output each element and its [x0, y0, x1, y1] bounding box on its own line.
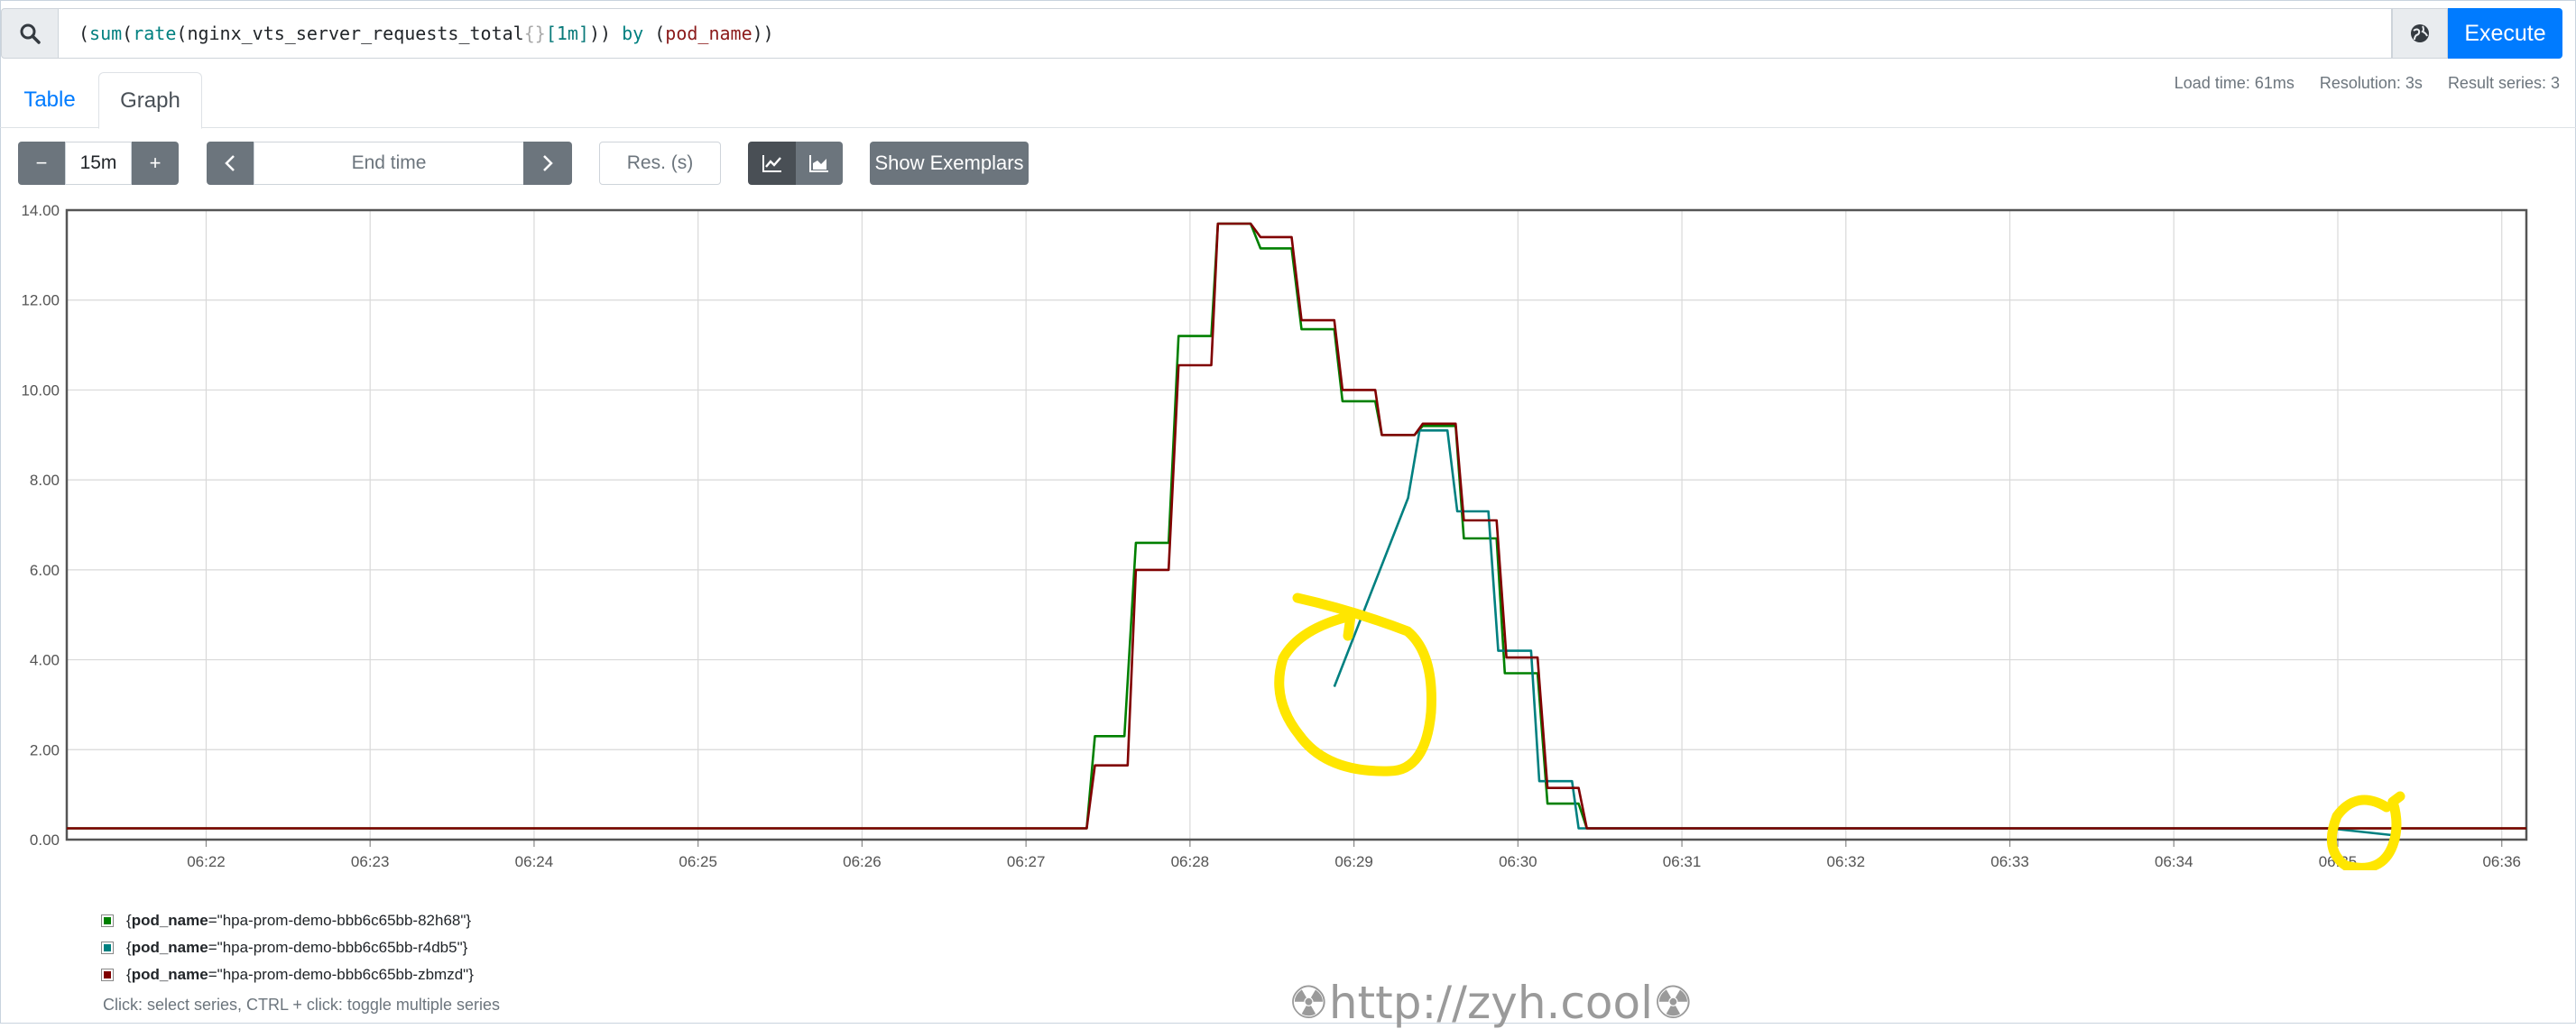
legend: {pod_name="hpa-prom-demo-bbb6c65bb-82h68…	[101, 907, 474, 988]
legend-item[interactable]: {pod_name="hpa-prom-demo-bbb6c65bb-82h68…	[101, 907, 474, 934]
query-token: by	[611, 23, 655, 44]
y-tick-label: 6.00	[30, 562, 60, 579]
x-tick-label: 06:30	[1499, 853, 1537, 870]
query-token: ))	[588, 23, 612, 44]
x-tick-label: 06:34	[2155, 853, 2193, 870]
time-series-chart[interactable]: 0.00 2.00 4.00 6.00 8.00 10.00 12.00 14.00 06:22…	[0, 194, 2576, 870]
graph-area: 0.00 2.00 4.00 6.00 8.00 10.00 12.00 14.00 06:22…	[0, 194, 2576, 870]
chevron-left-icon[interactable]	[207, 142, 254, 185]
query-bar: (sum(rate(nginx_vts_server_requests_tota…	[0, 8, 2576, 59]
series-line-1	[67, 222, 2526, 830]
y-tick-label: 4.00	[30, 652, 60, 669]
panel-tabs: Table Graph	[0, 72, 2576, 129]
execute-button[interactable]: Execute	[2448, 8, 2562, 59]
x-tick-label: 06:28	[1171, 853, 1210, 870]
legend-label-key: pod_name	[131, 912, 208, 929]
watermark: ☢http://zyh.cool☢	[1288, 977, 1694, 1029]
x-tick-label: 06:24	[515, 853, 554, 870]
legend-swatch	[101, 914, 114, 927]
x-tick-label: 06:25	[679, 853, 717, 870]
query-token: (	[176, 23, 188, 44]
chevron-right-icon[interactable]	[523, 142, 572, 185]
query-expression-input[interactable]: (sum(rate(nginx_vts_server_requests_tota…	[58, 8, 2392, 59]
area-chart-icon[interactable]	[796, 142, 843, 185]
x-tick-label: 06:23	[351, 853, 390, 870]
legend-label-key: pod_name	[131, 966, 208, 983]
tab-table[interactable]: Table	[23, 87, 76, 112]
y-tick-label: 2.00	[30, 741, 60, 758]
graph-controls: − 15m + End time Res. (s) Show Exemplars	[0, 140, 2576, 187]
x-tick-label: 06:22	[187, 853, 226, 870]
series-line-3	[67, 222, 2526, 830]
x-tick-label: 06:31	[1663, 853, 1702, 870]
y-tick-label: 8.00	[30, 472, 60, 489]
y-tick-label: 14.00	[21, 202, 60, 219]
plot-frame	[65, 208, 2528, 841]
x-tick-label: 06:29	[1334, 853, 1373, 870]
legend-item[interactable]: {pod_name="hpa-prom-demo-bbb6c65bb-r4db5…	[101, 934, 474, 961]
query-token: rate	[133, 23, 177, 44]
load-time: Load time: 61ms	[2174, 74, 2294, 92]
y-tick-label: 0.00	[30, 831, 60, 849]
x-tick-label: 06:33	[1990, 853, 2029, 870]
y-tick-label: 12.00	[21, 292, 60, 309]
query-token: nginx_vts_server_requests_total	[187, 23, 524, 44]
query-token: {}	[523, 23, 546, 44]
range-input[interactable]: 15m	[65, 142, 132, 185]
legend-label-value: "hpa-prom-demo-bbb6c65bb-82h68"	[217, 912, 466, 929]
legend-label-key: pod_name	[131, 939, 208, 956]
query-token: (	[654, 23, 666, 44]
annotation-circle	[1274, 593, 1436, 776]
query-token: (	[78, 23, 90, 44]
query-token: sum	[89, 23, 123, 44]
query-stats: Load time: 61ms Resolution: 3s Result se…	[2174, 74, 2560, 93]
query-token: ))	[752, 23, 774, 44]
x-tick-label: 06:36	[2482, 853, 2521, 870]
resolution-input[interactable]: Res. (s)	[599, 142, 721, 185]
legend-hint: Click: select series, CTRL + click: togg…	[103, 996, 500, 1014]
resolution: Resolution: 3s	[2319, 74, 2423, 92]
x-tick-label: 06:27	[1007, 853, 1046, 870]
globe-icon[interactable]	[2392, 8, 2448, 59]
range-decrease-button[interactable]: −	[18, 142, 65, 185]
end-time-input[interactable]: End time	[254, 142, 524, 185]
legend-label-value: "hpa-prom-demo-bbb6c65bb-r4db5"	[217, 939, 463, 956]
legend-item[interactable]: {pod_name="hpa-prom-demo-bbb6c65bb-zbmzd…	[101, 961, 474, 988]
legend-swatch	[101, 969, 114, 981]
y-tick-label: 10.00	[21, 381, 60, 399]
x-tick-label: 06:32	[1827, 853, 1866, 870]
legend-swatch	[101, 942, 114, 954]
query-token: [1m]	[545, 23, 589, 44]
series-line-2	[1333, 428, 2393, 837]
x-tick-label: 06:26	[843, 853, 882, 870]
search-icon[interactable]	[1, 8, 59, 59]
legend-label-value: "hpa-prom-demo-bbb6c65bb-zbmzd"	[217, 966, 469, 983]
annotation-circle	[2326, 791, 2405, 870]
line-chart-icon[interactable]	[748, 142, 796, 185]
result-series: Result series: 3	[2447, 74, 2560, 92]
query-token: (	[122, 23, 134, 44]
range-increase-button[interactable]: +	[132, 142, 179, 185]
tab-graph[interactable]: Graph	[98, 72, 202, 129]
query-token: pod_name	[665, 23, 752, 44]
show-exemplars-button[interactable]: Show Exemplars	[870, 142, 1029, 185]
